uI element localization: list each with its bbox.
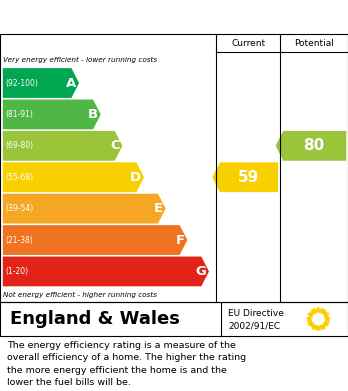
- Text: Very energy efficient - lower running costs: Very energy efficient - lower running co…: [3, 56, 158, 63]
- Polygon shape: [3, 256, 209, 286]
- Text: D: D: [130, 171, 141, 184]
- Text: C: C: [110, 139, 120, 152]
- Polygon shape: [311, 308, 317, 314]
- Text: (81-91): (81-91): [5, 110, 33, 119]
- Polygon shape: [3, 100, 101, 129]
- Text: G: G: [195, 265, 206, 278]
- Text: E: E: [154, 202, 163, 215]
- Polygon shape: [320, 308, 326, 314]
- Text: 2002/91/EC: 2002/91/EC: [228, 321, 280, 330]
- Text: Not energy efficient - higher running costs: Not energy efficient - higher running co…: [3, 291, 158, 298]
- Polygon shape: [308, 321, 314, 326]
- Polygon shape: [325, 316, 330, 321]
- Text: (39-54): (39-54): [5, 204, 33, 213]
- Text: (92-100): (92-100): [5, 79, 38, 88]
- Polygon shape: [323, 321, 329, 326]
- Polygon shape: [311, 324, 317, 329]
- Text: EU Directive: EU Directive: [228, 309, 284, 318]
- Polygon shape: [323, 312, 329, 317]
- Text: The energy efficiency rating is a measure of the
overall efficiency of a home. T: The energy efficiency rating is a measur…: [7, 341, 246, 387]
- Polygon shape: [3, 225, 187, 255]
- Text: England & Wales: England & Wales: [10, 310, 180, 328]
- Polygon shape: [3, 131, 122, 161]
- Polygon shape: [316, 325, 321, 330]
- Polygon shape: [212, 162, 278, 192]
- Polygon shape: [276, 131, 346, 161]
- Text: F: F: [175, 233, 184, 247]
- Polygon shape: [3, 194, 166, 224]
- Text: B: B: [88, 108, 98, 121]
- Polygon shape: [3, 162, 144, 192]
- Text: 80: 80: [303, 138, 325, 153]
- Text: (1-20): (1-20): [5, 267, 28, 276]
- Polygon shape: [308, 312, 314, 317]
- Text: A: A: [66, 77, 76, 90]
- Text: (21-38): (21-38): [5, 235, 33, 244]
- Text: Current: Current: [231, 39, 265, 48]
- Polygon shape: [316, 307, 321, 312]
- Polygon shape: [320, 324, 326, 329]
- Polygon shape: [3, 68, 79, 98]
- Text: (55-68): (55-68): [5, 173, 33, 182]
- Text: Potential: Potential: [294, 39, 334, 48]
- Text: 59: 59: [237, 170, 259, 185]
- Polygon shape: [307, 316, 312, 321]
- Text: (69-80): (69-80): [5, 141, 33, 150]
- Text: Energy Efficiency Rating: Energy Efficiency Rating: [7, 10, 217, 25]
